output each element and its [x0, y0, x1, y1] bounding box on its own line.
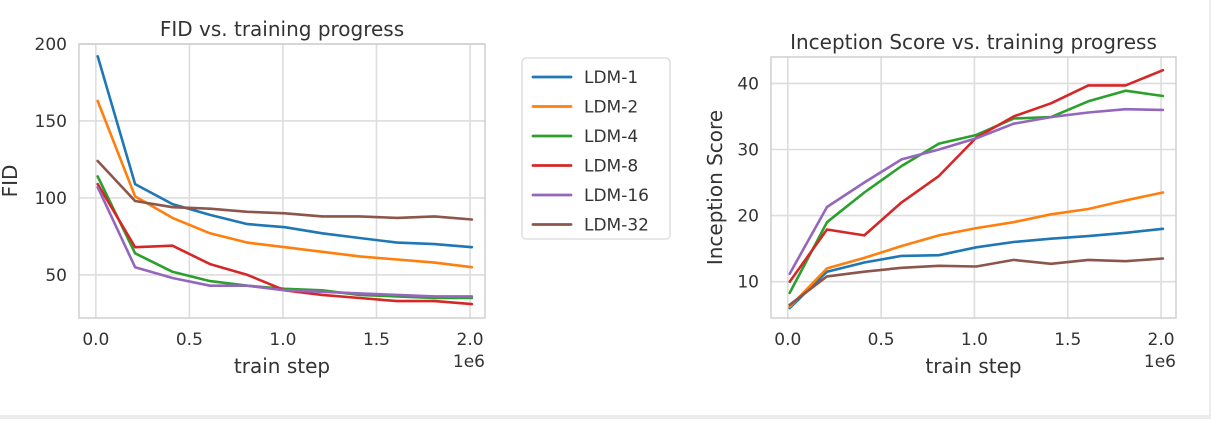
- legend-item: LDM-8: [531, 157, 638, 177]
- series-line-ldm-2: [788, 191, 1165, 309]
- legend-item: LDM-1: [531, 68, 638, 88]
- series-line-ldm-32: [788, 257, 1165, 307]
- is-chart: 0.0 0.5 1.0 1.5 2.0 10 20 30 40 1e6 Inception Scor…: [703, 30, 1177, 378]
- x-tick-label: 1.5: [1054, 330, 1081, 350]
- x-axis-label: train step: [925, 354, 1021, 378]
- series-line-ldm-1: [788, 227, 1165, 310]
- x-tick-label: 0.0: [82, 330, 109, 350]
- y-axis-label: Inception Score: [703, 110, 727, 265]
- series-line-ldm-4: [788, 89, 1165, 295]
- series-line-ldm-16: [788, 107, 1165, 276]
- series-line-ldm-1: [96, 54, 474, 249]
- x-tick-label: 1.0: [961, 330, 988, 350]
- y-tick-label: 50: [45, 266, 67, 286]
- legend: LDM-1 LDM-2 LDM-4 LDM-8 LDM-16 LDM-32: [521, 57, 671, 240]
- plot-area-frame: [770, 56, 1177, 319]
- legend-item: LDM-2: [531, 98, 638, 118]
- x-tick-label: 2.0: [457, 330, 484, 350]
- x-tick-label: 2.0: [1148, 330, 1175, 350]
- legend-label: LDM-8: [584, 157, 638, 177]
- y-tick-label: 20: [737, 207, 759, 227]
- series-line-ldm-4: [96, 175, 474, 300]
- legend-label: LDM-16: [584, 186, 649, 206]
- x-axis-label: train step: [234, 354, 330, 378]
- y-tick-label: 200: [35, 35, 67, 55]
- legend-item: LDM-16: [531, 186, 649, 206]
- legend-item: LDM-4: [531, 127, 638, 147]
- series-line-ldm-2: [96, 99, 474, 269]
- y-tick-label: 150: [35, 112, 67, 132]
- x-offset-label: 1e6: [1144, 352, 1176, 372]
- legend-label: LDM-32: [584, 216, 649, 236]
- series-line-ldm-32: [96, 159, 474, 221]
- legend-item: LDM-32: [531, 216, 649, 236]
- x-tick-label: 0.5: [868, 330, 895, 350]
- series-line-ldm-16: [96, 185, 474, 298]
- y-tick-label: 30: [737, 141, 759, 161]
- fid-chart: 0.0 0.5 1.0 1.5 2.0 50 100 150 200 1e6 FID vs. tra…: [0, 17, 486, 378]
- y-tick-label: 100: [35, 189, 67, 209]
- x-tick-label: 0.0: [774, 330, 801, 350]
- legend-label: LDM-1: [584, 68, 638, 88]
- series-line-ldm-8: [788, 68, 1165, 284]
- chart-title: FID vs. training progress: [160, 17, 404, 41]
- x-offset-label: 1e6: [453, 352, 485, 372]
- x-tick-label: 0.5: [176, 330, 203, 350]
- chart-title: Inception Score vs. training progress: [790, 30, 1157, 54]
- x-tick-label: 1.5: [363, 330, 390, 350]
- y-tick-label: 10: [737, 273, 759, 293]
- legend-label: LDM-4: [584, 127, 638, 147]
- x-tick-label: 1.0: [269, 330, 296, 350]
- plot-area-frame: [78, 43, 486, 319]
- y-axis-label: FID: [0, 165, 22, 198]
- y-tick-label: 40: [737, 74, 759, 94]
- legend-label: LDM-2: [584, 98, 638, 118]
